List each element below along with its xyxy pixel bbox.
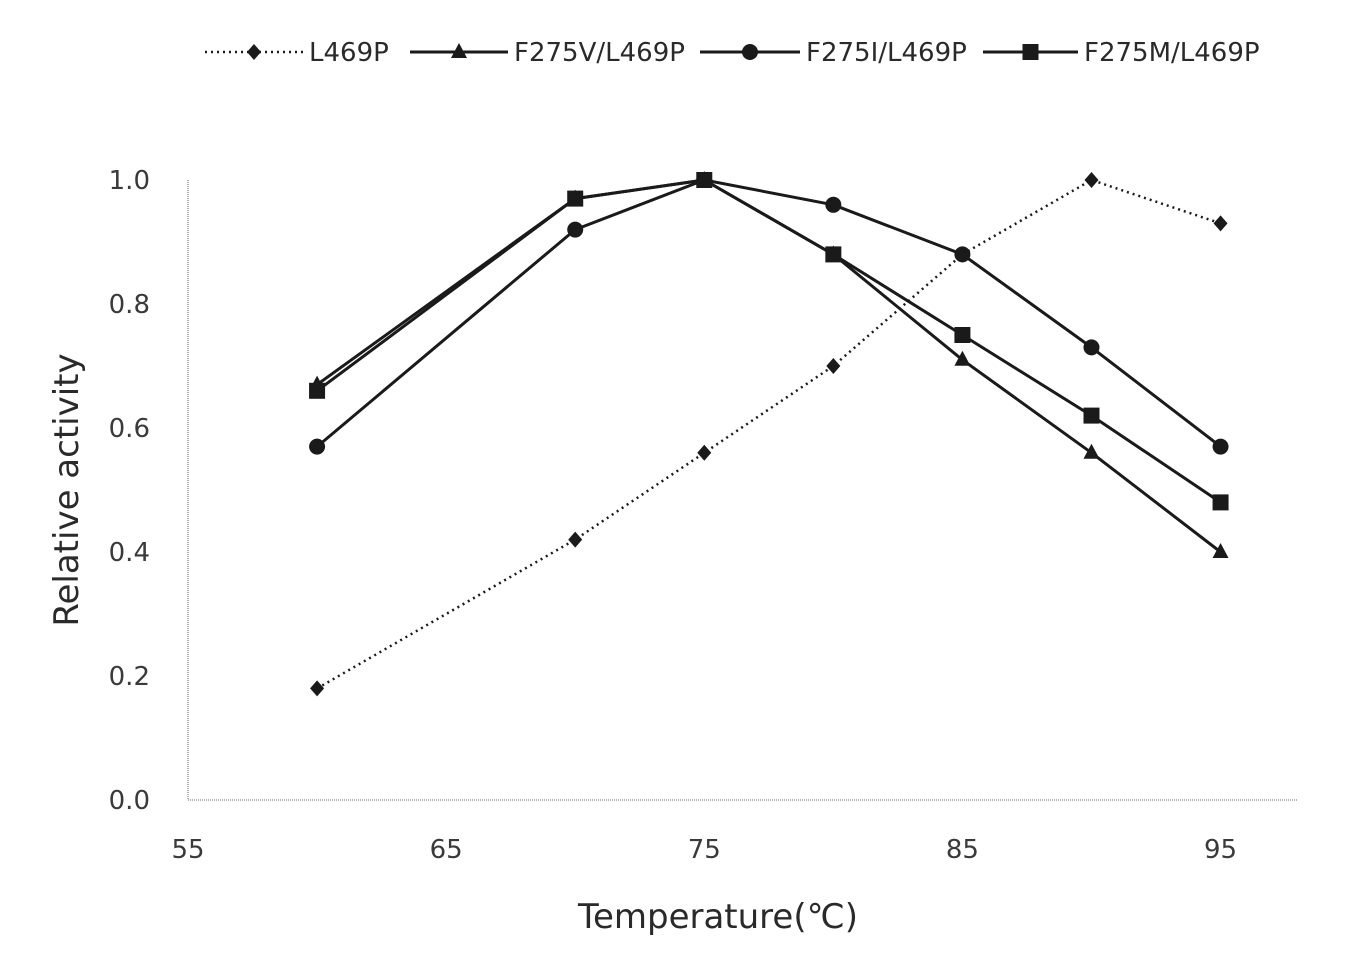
data-point [696,172,712,188]
data-point [697,445,711,461]
y-tick-label: 0.4 [109,538,150,568]
data-point [1084,172,1098,188]
data-point [954,327,970,343]
legend-marker [742,44,758,60]
data-point [954,351,970,366]
y-tick-label: 0.2 [109,662,150,692]
data-point [825,197,841,213]
data-point [1083,339,1099,355]
legend-label: F275I/L469P [806,38,967,68]
x-axis-title: Temperature(℃) [577,897,858,937]
legend-label: F275M/L469P [1084,38,1260,68]
data-point [310,680,324,696]
legend-label: F275V/L469P [514,38,685,68]
y-tick-label: 0.8 [109,290,150,320]
legend-item: F275M/L469P [983,38,1260,68]
series-f275v-l469p [309,171,1228,558]
y-tick-labels: 0.0 0.2 0.4 0.6 0.8 1.0 [109,166,150,816]
axes [188,180,1298,800]
y-tick-label: 0.6 [109,414,150,444]
data-point [309,439,325,455]
x-tick-label: 65 [430,835,463,865]
data-point [1083,408,1099,424]
data-point [1213,543,1229,558]
legend-item: F275I/L469P [700,38,967,68]
data-point [568,532,582,548]
x-tick-label: 75 [688,835,721,865]
x-tick-label: 95 [1204,835,1237,865]
legend-item: L469P [205,38,389,68]
series-line [317,180,1221,688]
data-point [567,191,583,207]
x-tick-label: 85 [946,835,979,865]
legend-marker [247,44,261,60]
x-tick-label: 55 [171,835,204,865]
legend-marker [1023,44,1039,60]
data-point [954,246,970,262]
data-point [826,358,840,374]
data-point [1213,494,1229,510]
data-point [825,246,841,262]
series-layer [309,171,1228,696]
data-point [1213,439,1229,455]
legend: L469P F275V/L469P F275I/L469P F275M/L469P [205,38,1260,68]
x-tick-labels: 55 65 75 85 95 [171,835,1237,865]
series-line [317,180,1221,447]
legend-label: L469P [309,38,389,68]
y-tick-label: 0.0 [109,786,150,816]
series-line [317,180,1221,552]
data-point [1083,444,1099,459]
line-chart: L469P F275V/L469P F275I/L469P F275M/L469P 5… [0,0,1362,974]
data-point [1214,215,1228,231]
y-tick-label: 1.0 [109,166,150,196]
legend-item: F275V/L469P [410,38,685,68]
series-l469p [310,172,1227,696]
data-point [567,222,583,238]
y-axis-title: Relative activity [47,353,87,626]
data-point [309,383,325,399]
